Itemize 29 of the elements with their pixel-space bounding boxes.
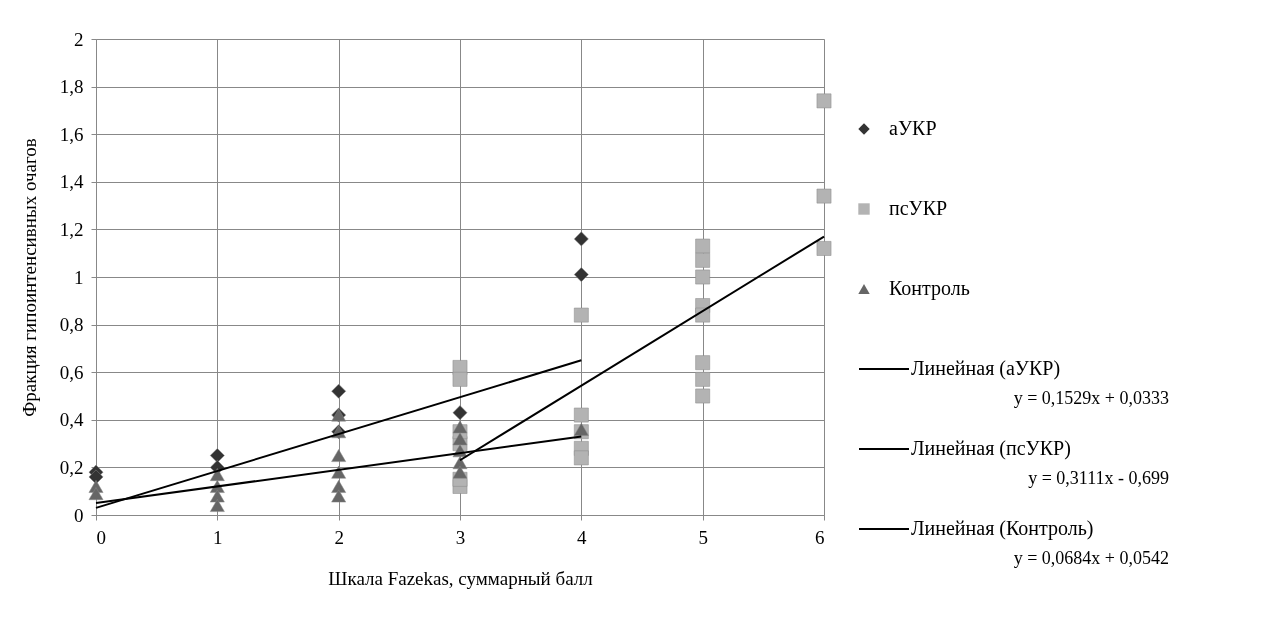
x-tick-label: 2 [334,526,344,548]
x-tick-label: 0 [96,526,106,548]
y-tick-label: 0,4 [59,409,84,431]
x-tick-label: 3 [455,526,466,548]
text: y = 0,3111x - 0,699 [1028,468,1169,488]
legend-label: Линейная (аУКР) [911,357,1061,380]
y-tick-label: 0,8 [59,314,84,336]
x-tick-label: 6 [815,526,825,548]
y-tick-label: 1,8 [59,76,84,98]
x-tick-label: 1 [213,526,223,548]
text: y = 0,1529x + 0,0333 [1013,388,1169,408]
y-axis-title: Фракция гипоинтенсивных очагов [18,138,40,417]
legend-label: аУКР [889,117,937,139]
y-tick-label: 0 [74,504,84,526]
y-tick-label: 1,6 [59,123,84,145]
y-tick-label: 2 [74,28,84,50]
legend-label: Линейная (псУКР) [911,437,1071,460]
legend-label: Линейная (Контроль) [911,517,1094,540]
text: y = 0,0684x + 0,0542 [1013,548,1169,568]
y-tick-label: 0,2 [59,456,84,478]
legend-label: Контроль [889,277,970,300]
x-tick-label: 5 [698,526,708,548]
x-axis-title: Шкала Fazekas, суммарный балл [328,567,594,589]
legend-label: псУКР [889,197,948,219]
y-tick-label: 1,4 [59,171,84,193]
y-tick-label: 1 [74,266,84,288]
x-tick-label: 4 [577,526,588,548]
y-tick-label: 0,6 [59,361,84,383]
y-tick-label: 1,2 [59,218,84,240]
